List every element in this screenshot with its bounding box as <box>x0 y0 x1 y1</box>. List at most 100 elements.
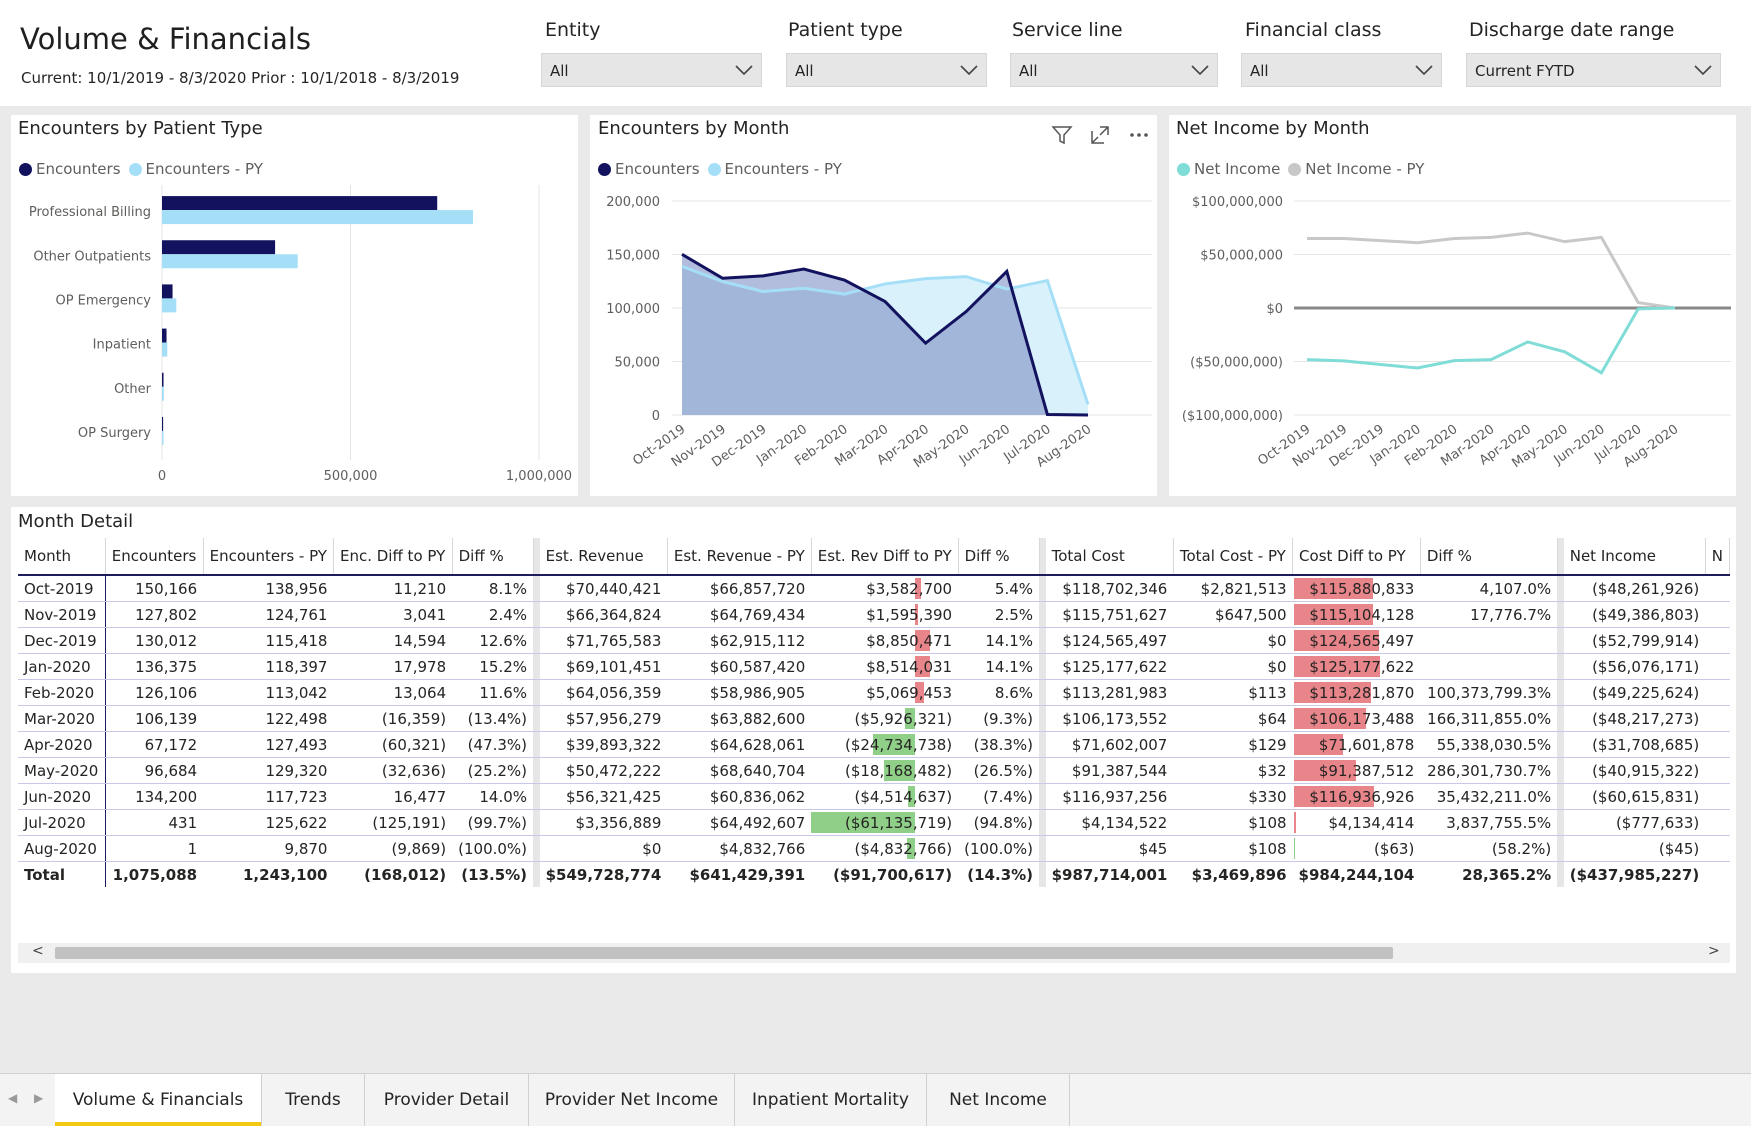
cell-value: $69,101,451 <box>565 657 662 676</box>
table-row[interactable]: Feb-2020 126,106 113,042 13,064 11.6% $64,056… <box>18 679 1730 706</box>
tab-provider-net-income[interactable]: Provider Net Income <box>529 1074 735 1126</box>
focus-mode-icon[interactable] <box>1088 123 1112 147</box>
tab-provider-detail[interactable]: Provider Detail <box>365 1074 529 1126</box>
month-detail-visual[interactable]: Month Detail Month Encounters Encounters… <box>11 507 1736 973</box>
cell-value: 8.1% <box>488 579 528 598</box>
table-total-row[interactable]: Total 1,075,088 1,243,100 (168,012) (13.5%) $… <box>18 861 1730 888</box>
rev-diff-pct-cell: (38.3%) <box>958 731 1040 758</box>
enc-diff-cell: 11,210 <box>333 575 453 602</box>
table-row[interactable]: Aug-2020 1 9,870 (9,869) (100.0%) $0 $4,832,76… <box>18 835 1730 862</box>
financial-class-slicer-dropdown[interactable]: All <box>1241 53 1442 87</box>
scroll-right-arrow[interactable]: > <box>1708 943 1720 959</box>
y-tick-label: 100,000 <box>606 302 660 317</box>
month-cell: Apr-2020 <box>18 731 106 758</box>
column-header-encounters-py[interactable]: Encounters - PY <box>203 538 334 576</box>
enc-diff-cell: (168,012) <box>333 862 452 888</box>
filter-icon[interactable] <box>1050 123 1074 147</box>
data-bar <box>1293 786 1374 807</box>
scrollbar-thumb[interactable] <box>55 947 1393 959</box>
column-header-enc-diff-pct[interactable]: Diff % <box>452 538 534 576</box>
column-header-encounters[interactable]: Encounters <box>105 538 204 576</box>
table-row[interactable]: Oct-2019 150,166 138,956 11,210 8.1% $70,440,… <box>18 575 1730 602</box>
column-header-est-rev-diff[interactable]: Est. Rev Diff to PY <box>811 538 959 576</box>
column-header-total-cost[interactable]: Total Cost <box>1045 538 1174 576</box>
column-spacer <box>533 653 540 680</box>
tab-net-income[interactable]: Net Income <box>927 1074 1070 1126</box>
cell-value: 16,477 <box>393 787 447 806</box>
est-revenue-cell: $64,056,359 <box>539 679 668 706</box>
tab-scroll-right-icon[interactable]: ▶ <box>34 1091 44 1105</box>
date-range-caption: Current: 10/1/2019 - 8/3/2020 Prior : 10… <box>21 69 460 87</box>
cost-diff-pct-cell: 35,432,211.0% <box>1420 783 1558 810</box>
table-row[interactable]: Nov-2019 127,802 124,761 3,041 2.4% $66,364,8… <box>18 601 1730 628</box>
table-row[interactable]: May-2020 96,684 129,320 (32,636) (25.2%) $50,… <box>18 757 1730 784</box>
x-tick-label: 0 <box>158 469 166 484</box>
column-header-total-cost-py[interactable]: Total Cost - PY <box>1173 538 1294 576</box>
more-options-icon[interactable] <box>1127 123 1151 147</box>
column-header-rev-diff-pct[interactable]: Diff % <box>958 538 1040 576</box>
cost-diff-cell: $71,601,878 <box>1292 731 1421 758</box>
tab-trends[interactable]: Trends <box>262 1074 365 1126</box>
scroll-left-arrow[interactable]: < <box>32 943 44 959</box>
cell-value: 150,166 <box>135 579 198 598</box>
cell-value: (94.8%) <box>973 813 1034 832</box>
column-header-est-revenue-py[interactable]: Est. Revenue - PY <box>667 538 812 576</box>
table-row[interactable]: Mar-2020 106,139 122,498 (16,359) (13.4%) $57… <box>18 705 1730 732</box>
cell-value: (16,359) <box>381 709 447 728</box>
column-spacer <box>533 627 540 654</box>
entity-slicer-dropdown[interactable]: All <box>541 53 762 87</box>
column-spacer <box>1557 601 1564 628</box>
discharge-date-slicer-dropdown[interactable]: Current FYTD <box>1466 53 1721 87</box>
cost-diff-cell: ($63) <box>1292 835 1421 862</box>
tab-scroll-left-icon[interactable]: ◀ <box>8 1091 18 1105</box>
patient-type-slicer-dropdown[interactable]: All <box>786 53 987 87</box>
table-viewport: Month Encounters Encounters - PY Enc. Di… <box>18 538 1730 943</box>
column-header-cost-diff[interactable]: Cost Diff to PY <box>1292 538 1421 576</box>
total-cost-cell: $45 <box>1045 835 1174 862</box>
net-income-cell: ($40,915,322) <box>1563 757 1706 784</box>
cost-diff-pct-cell <box>1420 627 1558 654</box>
table-row[interactable]: Apr-2020 67,172 127,493 (60,321) (47.3%) $39,… <box>18 731 1730 758</box>
column-header-est-revenue[interactable]: Est. Revenue <box>539 538 668 576</box>
tab-inpatient-mortality[interactable]: Inpatient Mortality <box>735 1074 927 1126</box>
column-header-cost-diff-pct[interactable]: Diff % <box>1420 538 1558 576</box>
encounters-by-patient-type-visual[interactable]: Encounters by Patient Type Encounters En… <box>11 115 578 496</box>
column-header-truncated[interactable]: N <box>1705 538 1730 576</box>
cell-value: $91,387,512 <box>1318 761 1415 780</box>
cell-value: 15.2% <box>479 657 528 676</box>
tab-volume-financials[interactable]: Volume & Financials <box>55 1074 262 1126</box>
total-cost-py-cell: $64 <box>1173 705 1293 732</box>
cell-value: $64,769,434 <box>709 605 806 624</box>
encounters-by-month-visual[interactable]: Encounters by Month Encounters Encounter… <box>590 115 1157 496</box>
cell-value: 130,012 <box>135 631 198 650</box>
service-line-slicer-dropdown[interactable]: All <box>1010 53 1218 87</box>
table-row[interactable]: Jun-2020 134,200 117,723 16,477 14.0% $56,321… <box>18 783 1730 810</box>
cell-value: $115,751,627 <box>1062 605 1168 624</box>
cost-diff-cell: $4,134,414 <box>1292 809 1421 836</box>
column-spacer <box>1039 653 1046 680</box>
report-header: Volume & Financials Current: 10/1/2019 -… <box>0 0 1751 106</box>
horizontal-scrollbar[interactable]: < > <box>18 943 1730 963</box>
cell-value: $39,893,322 <box>565 735 662 754</box>
est-rev-diff-cell: $1,595,390 <box>811 601 959 628</box>
column-header-month[interactable]: Month <box>18 538 106 576</box>
table-row[interactable]: Dec-2019 130,012 115,418 14,594 12.6% $71,765… <box>18 627 1730 654</box>
cell-value: Total <box>24 865 65 884</box>
est-revenue-cell: $66,364,824 <box>539 601 668 628</box>
total-cost-cell: $125,177,622 <box>1045 653 1174 680</box>
est-revenue-py-cell: $64,492,607 <box>667 809 812 836</box>
encounters-cell: 126,106 <box>105 679 204 706</box>
cell-value: $549,728,774 <box>545 865 662 884</box>
column-header-enc-diff[interactable]: Enc. Diff to PY <box>333 538 453 576</box>
enc-diff-cell: 13,064 <box>333 679 453 706</box>
data-bar <box>915 656 930 677</box>
net-income-by-month-visual[interactable]: Net Income by Month Net Income Net Incom… <box>1169 115 1736 496</box>
table-row[interactable]: Jul-2020 431 125,622 (125,191) (99.7%) $3,356… <box>18 809 1730 836</box>
total-cost-cell: $4,134,522 <box>1045 809 1174 836</box>
column-spacer <box>1557 783 1564 810</box>
table-row[interactable]: Jan-2020 136,375 118,397 17,978 15.2% $69,101… <box>18 653 1730 680</box>
cell-value: $2,821,513 <box>1200 579 1287 598</box>
est-revenue-cell: $50,472,222 <box>539 757 668 784</box>
column-header-net-income[interactable]: Net Income <box>1563 538 1706 576</box>
blank-cell <box>1705 705 1730 732</box>
